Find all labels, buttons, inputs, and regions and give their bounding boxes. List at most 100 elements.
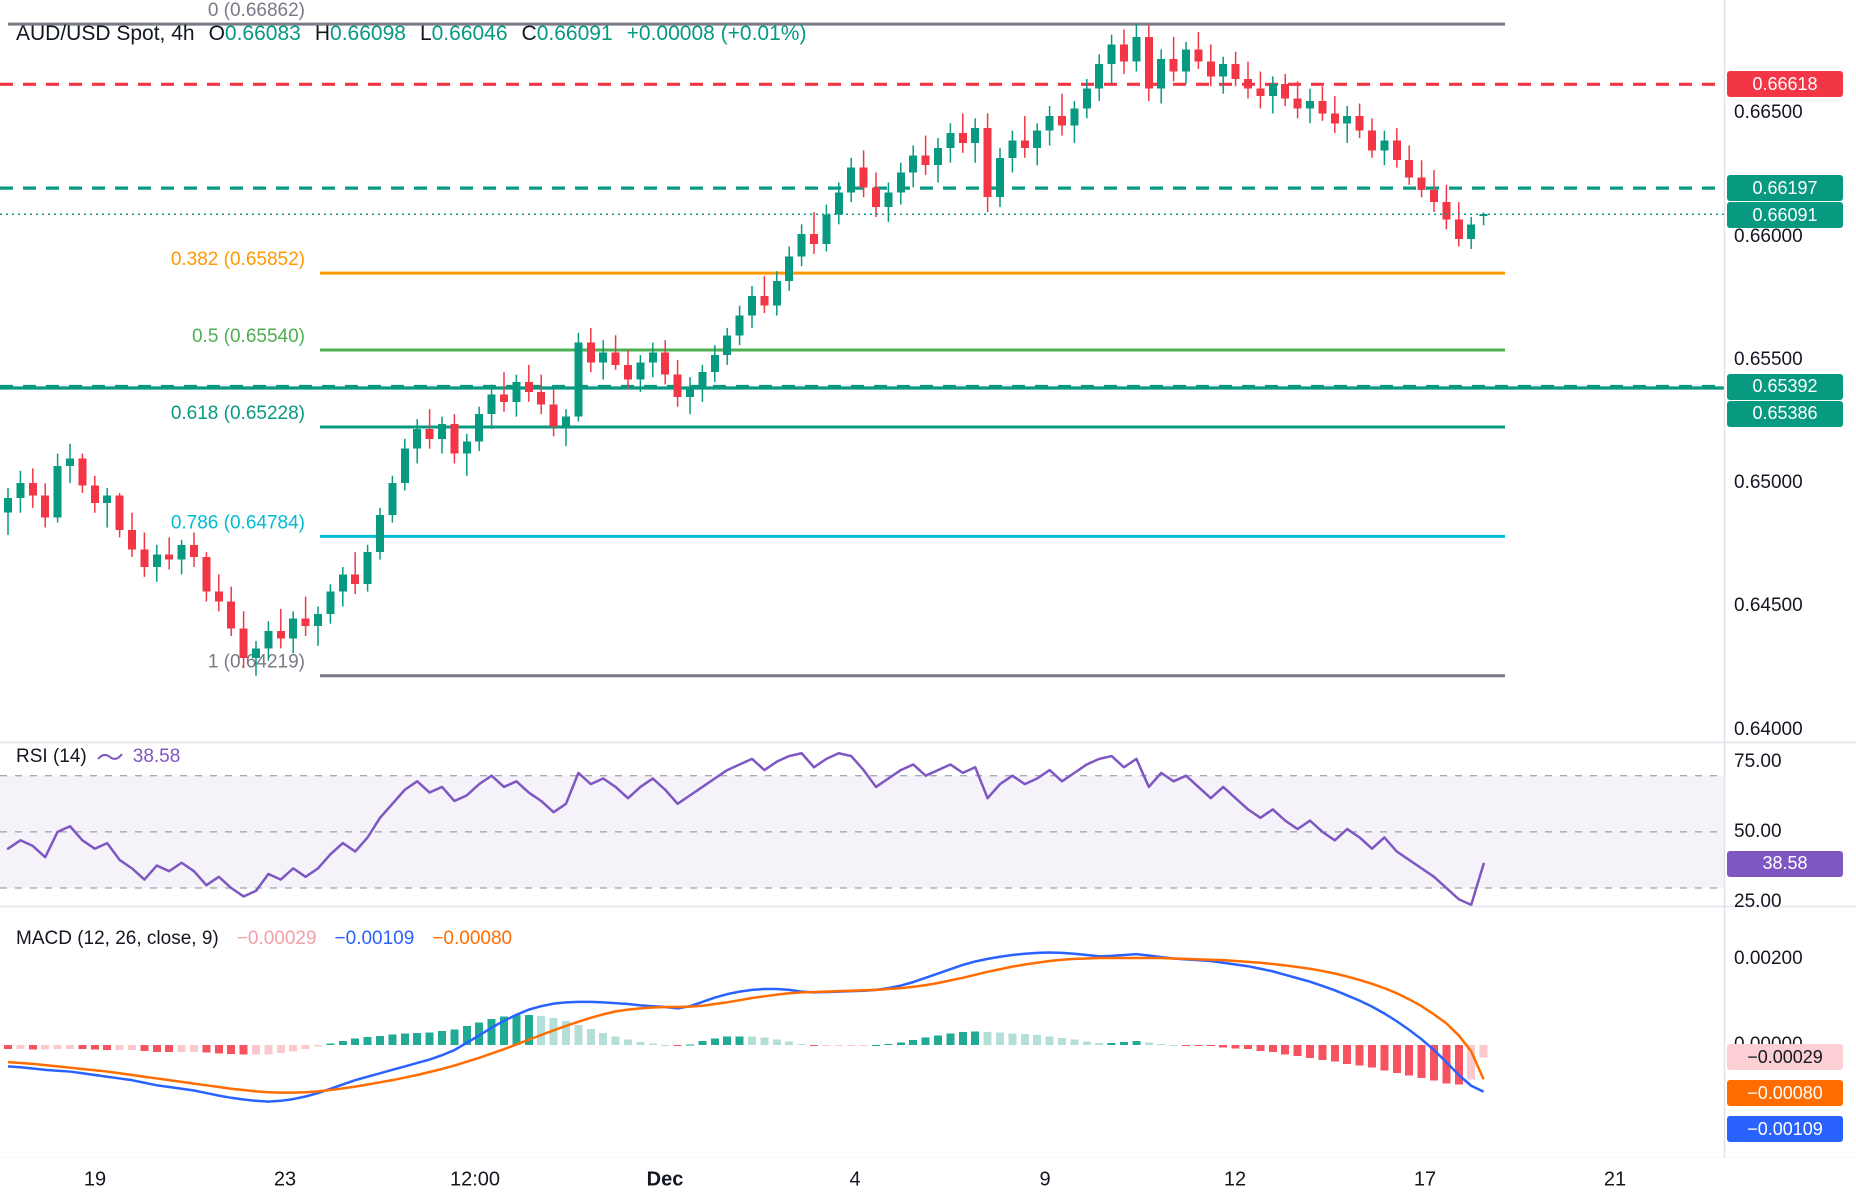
macd-hist-value: −0.00029 bbox=[236, 928, 317, 949]
macd-hist-bar bbox=[983, 1032, 992, 1045]
macd-hist-bar bbox=[227, 1044, 236, 1054]
macd-hist-bar bbox=[934, 1035, 942, 1045]
candle bbox=[1467, 224, 1476, 240]
macd-hist-bar bbox=[1355, 1044, 1364, 1066]
macd-hist-bar bbox=[1033, 1035, 1042, 1045]
candle bbox=[698, 372, 707, 388]
candle bbox=[1157, 59, 1166, 89]
macd-hist-bar bbox=[1256, 1044, 1265, 1051]
candle bbox=[28, 483, 37, 496]
macd-hist-bar bbox=[1194, 1044, 1203, 1046]
macd-hist-bar bbox=[909, 1040, 918, 1045]
time-label: 17 bbox=[1413, 1168, 1437, 1191]
time-label: 21 bbox=[1603, 1168, 1627, 1191]
price-badge: −0.00029 bbox=[1727, 1044, 1843, 1071]
macd-hist-bar bbox=[1268, 1044, 1277, 1053]
macd-hist-bar bbox=[1380, 1044, 1389, 1071]
candle bbox=[252, 648, 260, 659]
macd-hist-bar bbox=[958, 1032, 967, 1045]
macd-hist-bar bbox=[115, 1044, 124, 1051]
fib-retracement[interactable]: 0 (0.66862) 0.382 (0.65852) 0.5 (0.65540) 0… bbox=[8, 0, 1505, 678]
price-tick: 25.00 bbox=[1734, 891, 1782, 913]
macd-line[interactable] bbox=[7, 951, 1485, 1103]
ohlc-open: O 0.66083 bbox=[208, 22, 301, 45]
macd-hist-bar bbox=[772, 1039, 781, 1045]
candle bbox=[884, 192, 893, 208]
candle bbox=[152, 554, 161, 567]
candle bbox=[4, 497, 12, 513]
price-tick: 75.00 bbox=[1734, 750, 1782, 772]
macd-hist-bar bbox=[1244, 1044, 1252, 1050]
price-badge: −0.00109 bbox=[1727, 1116, 1843, 1143]
macd-hist-bar bbox=[1008, 1033, 1017, 1045]
macd-hist-bar bbox=[1231, 1044, 1240, 1049]
macd-hist-bar bbox=[946, 1033, 955, 1045]
macd-label[interactable]: MACD (12, 26, close, 9) bbox=[16, 928, 219, 949]
price-tick: 0.64000 bbox=[1734, 718, 1803, 740]
macd-hist-bar bbox=[214, 1044, 223, 1054]
candle bbox=[1033, 130, 1042, 148]
macd-hist-bar bbox=[190, 1044, 198, 1052]
macd-hist-bar bbox=[264, 1044, 273, 1055]
candle bbox=[934, 147, 942, 166]
macd-hist-bar bbox=[140, 1044, 149, 1051]
macd-signal-line[interactable] bbox=[7, 956, 1485, 1094]
macd-hist-bar bbox=[413, 1032, 422, 1045]
rsi-line[interactable] bbox=[6, 751, 1485, 907]
macd-hist-bar bbox=[351, 1038, 360, 1045]
candle bbox=[1070, 108, 1079, 126]
candle bbox=[1454, 219, 1463, 240]
time-axis[interactable]: 19 23 12:00 Dec 4 9 12 17 21 bbox=[0, 1158, 1856, 1202]
candle bbox=[1268, 83, 1277, 97]
candle bbox=[338, 574, 347, 592]
candle bbox=[810, 234, 818, 245]
macd-hist-bar bbox=[363, 1037, 372, 1045]
candle bbox=[1169, 59, 1178, 72]
macd-hist-bar bbox=[128, 1044, 136, 1051]
price-tick: 0.66000 bbox=[1734, 225, 1803, 247]
price-badge: 0.66091 bbox=[1727, 202, 1843, 229]
candle bbox=[1442, 202, 1451, 220]
candle bbox=[177, 544, 186, 560]
candle bbox=[1144, 36, 1153, 89]
macd-hist-bar bbox=[4, 1044, 12, 1050]
rsi-value: 38.58 bbox=[132, 746, 181, 767]
symbol-title[interactable]: AUD/USD Spot, 4h bbox=[16, 22, 195, 45]
macd-hist-bar bbox=[822, 1044, 831, 1046]
macd-hist-bar bbox=[686, 1044, 694, 1046]
macd-hist-bar bbox=[78, 1044, 87, 1050]
macd-hist-bar bbox=[1045, 1036, 1054, 1045]
candle bbox=[1095, 64, 1104, 89]
macd-hist-bar bbox=[1095, 1043, 1104, 1045]
ohlc-low: L 0.66046 bbox=[419, 22, 508, 45]
macd-hist-bar bbox=[500, 1016, 508, 1045]
candle bbox=[450, 424, 459, 454]
candle bbox=[834, 192, 843, 215]
candle bbox=[996, 157, 1004, 198]
macd-hist-bar bbox=[1219, 1044, 1228, 1048]
candle bbox=[140, 549, 149, 567]
macd-hist-bar bbox=[785, 1041, 794, 1045]
candle bbox=[16, 483, 25, 498]
macd-hist-bar bbox=[450, 1029, 459, 1045]
candle bbox=[1020, 140, 1029, 148]
price-scale[interactable]: 0.66500 0.66000 0.65500 0.65000 0.64500 0.640… bbox=[1724, 0, 1856, 1202]
macd-hist-bar bbox=[1306, 1044, 1314, 1058]
rsi-label[interactable]: RSI (14) bbox=[16, 746, 87, 767]
candle bbox=[1244, 78, 1252, 89]
macd-hist-bar bbox=[252, 1044, 260, 1055]
macd-legend: MACD (12, 26, close, 9) −0.00029 −0.0010… bbox=[16, 928, 512, 950]
macd-hist-bar bbox=[1169, 1044, 1178, 1046]
macd-hist-bar bbox=[376, 1035, 384, 1045]
candle bbox=[847, 167, 856, 193]
candle bbox=[586, 342, 595, 363]
macd-hist-bar bbox=[202, 1044, 211, 1053]
macd-hist-bar bbox=[810, 1044, 818, 1046]
candle bbox=[512, 382, 521, 402]
candle bbox=[1355, 115, 1364, 131]
macd-hist-bar bbox=[673, 1044, 682, 1047]
candle bbox=[983, 128, 992, 198]
candle bbox=[500, 394, 508, 402]
macd-hist-bar bbox=[239, 1044, 248, 1055]
